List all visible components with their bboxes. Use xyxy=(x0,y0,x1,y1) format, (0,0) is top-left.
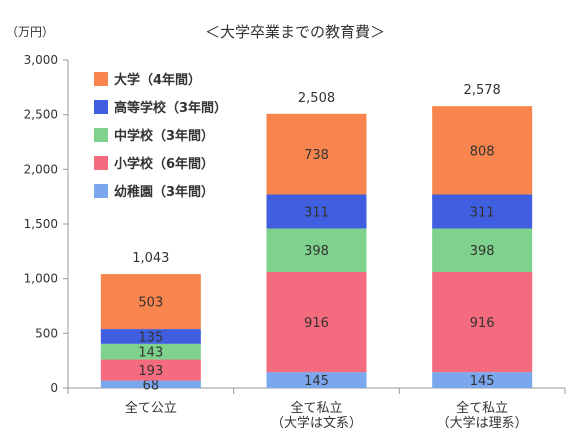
data-label: 143 xyxy=(138,346,163,361)
bar-segment xyxy=(432,372,533,388)
total-label: 2,508 xyxy=(298,91,335,106)
chart-title: ＜大学卒業までの教育費＞ xyxy=(205,23,385,41)
bar-segment xyxy=(432,106,533,195)
data-label: 738 xyxy=(304,148,329,163)
data-label: 193 xyxy=(138,364,163,379)
x-tick-label: （大学は文系） xyxy=(271,415,362,431)
legend: 大学（4年間） 高等学校（3年間） 中学校（3年間） 小学校（6年間） 幼稚園（3年間） xyxy=(94,72,227,200)
bar-segment xyxy=(266,113,367,195)
bar-segment xyxy=(266,228,367,272)
unit-label: （万円） xyxy=(6,25,54,39)
data-label: 68 xyxy=(143,378,160,393)
data-label: 311 xyxy=(304,205,329,220)
legend-label: 幼稚園（3年間） xyxy=(114,184,214,200)
x-tick-label: 全て私立 xyxy=(290,400,342,416)
legend-swatch xyxy=(94,72,108,86)
y-tick-label: 1,000 xyxy=(24,272,58,286)
legend-label: 小学校（6年間） xyxy=(114,156,214,172)
bar-segment xyxy=(266,194,367,229)
bar-segment xyxy=(100,343,201,360)
bar-segment xyxy=(100,329,201,344)
legend-swatch xyxy=(94,184,108,198)
total-label: 1,043 xyxy=(132,251,169,266)
y-tick-label: 0 xyxy=(50,381,58,395)
bar-segment xyxy=(100,274,201,330)
data-label: 135 xyxy=(138,330,163,345)
bar-segment xyxy=(432,228,533,272)
x-tick-label: 全て私立 xyxy=(456,400,508,416)
data-label: 145 xyxy=(304,374,329,389)
y-tick-label: 500 xyxy=(35,326,58,340)
data-label: 398 xyxy=(304,244,329,259)
data-label: 916 xyxy=(470,316,495,331)
bar-segment xyxy=(100,380,201,388)
y-tick-label: 2,500 xyxy=(24,108,58,122)
data-label: 398 xyxy=(470,244,495,259)
data-label: 145 xyxy=(470,374,495,389)
bar-segment xyxy=(266,271,367,373)
y-tick-label: 3,000 xyxy=(24,53,58,67)
legend-label: 中学校（3年間） xyxy=(114,128,214,144)
y-tick-label: 2,000 xyxy=(24,162,58,176)
data-label: 808 xyxy=(470,144,495,159)
legend-swatch xyxy=(94,100,108,114)
data-label: 311 xyxy=(470,205,495,220)
bar-segment xyxy=(432,194,533,229)
bar-segment xyxy=(100,359,201,381)
data-label: 916 xyxy=(304,316,329,331)
x-tick-label: 全て公立 xyxy=(125,400,177,416)
y-tick-label: 1,500 xyxy=(24,217,58,231)
x-tick-label: （大学は理系） xyxy=(437,415,528,431)
legend-swatch xyxy=(94,156,108,170)
data-label: 503 xyxy=(138,296,163,311)
legend-label: 高等学校（3年間） xyxy=(114,100,227,116)
bar-segment xyxy=(432,271,533,373)
total-label: 2,578 xyxy=(464,83,501,98)
legend-label: 大学（4年間） xyxy=(114,72,201,88)
bar-segment xyxy=(266,372,367,388)
legend-swatch xyxy=(94,128,108,142)
